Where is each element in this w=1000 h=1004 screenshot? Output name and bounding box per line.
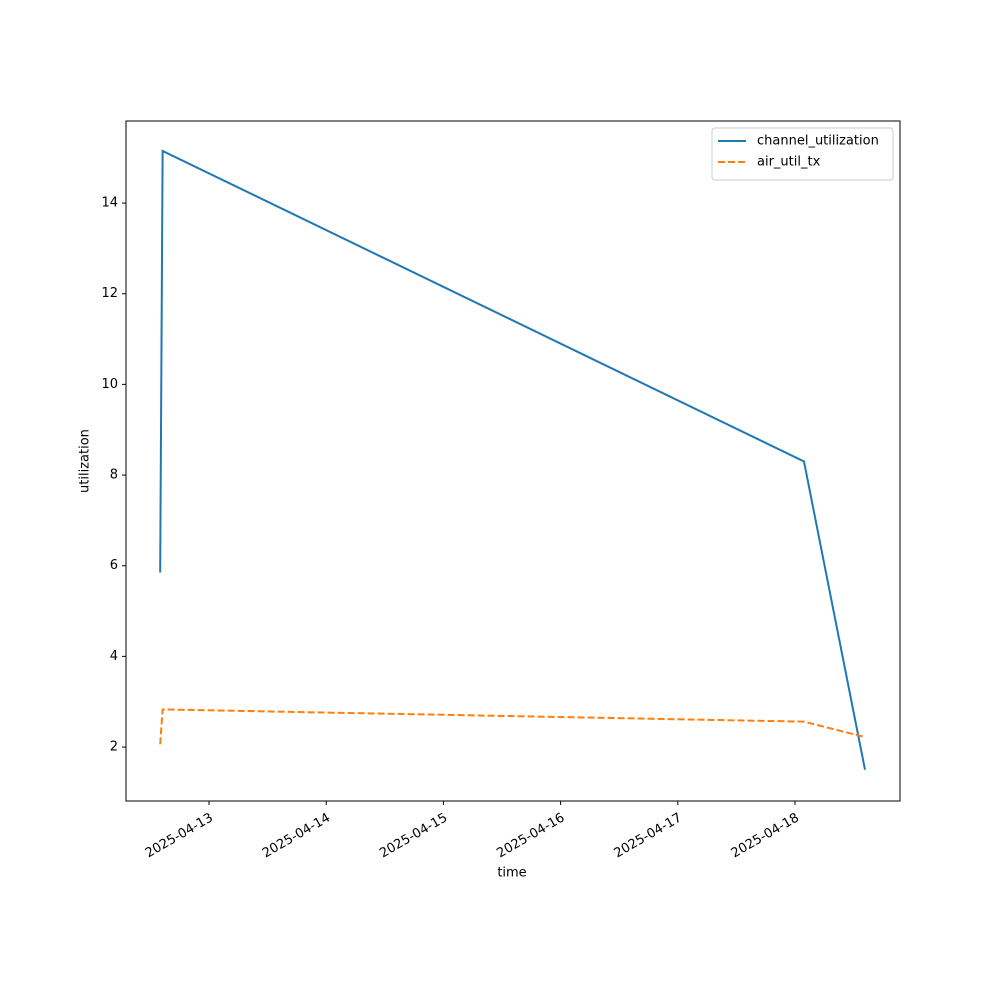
- x-axis-label: time: [497, 866, 526, 881]
- y-tick-label: 12: [101, 286, 118, 301]
- y-tick-label: 8: [110, 468, 118, 483]
- legend: channel_utilization air_util_tx: [711, 127, 894, 181]
- legend-box: [711, 127, 894, 181]
- legend-label: air_util_tx: [757, 155, 821, 170]
- y-tick-label: 6: [110, 558, 118, 573]
- legend-label: channel_utilization: [757, 134, 879, 149]
- y-tick-label: 2: [110, 740, 118, 755]
- series-line: [159, 708, 866, 745]
- plot-frame: [125, 120, 901, 802]
- y-tick-label: 4: [110, 649, 118, 664]
- y-tick-label: 14: [101, 196, 118, 211]
- series-line: [159, 149, 866, 770]
- y-tick-label: 10: [101, 377, 118, 392]
- y-axis-label: utilization: [78, 429, 93, 493]
